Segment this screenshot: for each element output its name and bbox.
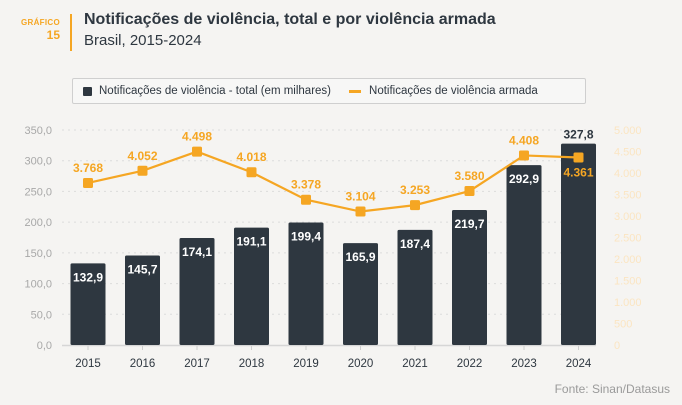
- right-axis-tick-label: 4.000: [614, 168, 642, 180]
- bar-value-label: 174,1: [182, 245, 212, 259]
- bar-value-label: 191,1: [236, 235, 266, 249]
- x-axis-tick-label: 2024: [566, 358, 592, 370]
- left-axis-tick-label: 350,0: [24, 125, 52, 137]
- line-series-armed: [87, 150, 579, 213]
- bar-2019: [288, 222, 324, 345]
- left-axis-tick-label: 300,0: [24, 156, 52, 168]
- chart-header: GRÁFICO 15 Notificações de violência, to…: [0, 0, 682, 60]
- right-axis-tick-label: 2.500: [614, 233, 642, 245]
- bar-value-label: 327,8: [563, 128, 593, 142]
- line-value-label: 4.408: [509, 133, 539, 147]
- legend-line-swatch-icon: [349, 89, 362, 93]
- line-marker-2019: [301, 194, 311, 205]
- left-axis-tick-label: 0,0: [37, 340, 52, 352]
- right-axis-tick-label: 3.000: [614, 211, 642, 223]
- line-marker-2020: [355, 206, 366, 217]
- bar-2022: [452, 210, 487, 345]
- line-value-label: 4.361: [563, 165, 593, 179]
- figure-number: 15: [46, 28, 60, 42]
- left-axis-tick-label: 50,0: [31, 309, 52, 321]
- header-divider: [70, 14, 72, 51]
- bar-2021: [397, 229, 433, 345]
- line-value-label: 3.580: [454, 169, 484, 183]
- x-axis-tick-label: 2016: [130, 358, 156, 370]
- line-value-label: 3.253: [400, 183, 430, 197]
- bar-value-label: 199,4: [291, 230, 321, 244]
- x-axis-tick-label: 2020: [348, 358, 374, 370]
- x-axis-tick-label: 2018: [239, 358, 265, 370]
- line-value-label: 4.498: [182, 130, 212, 144]
- x-axis-tick-label: 2023: [511, 358, 537, 370]
- legend-item-total: Notificações de violência - total (em mi…: [83, 85, 331, 97]
- bar-2018: [234, 227, 269, 345]
- line-value-label: 4.018: [236, 150, 266, 164]
- right-axis-tick-label: 3.500: [614, 190, 642, 202]
- line-marker-2023: [519, 150, 529, 161]
- chart-subtitle: Brasil, 2015-2024: [84, 32, 202, 49]
- bar-value-label: 187,4: [400, 237, 430, 251]
- chart-title: Notificações de violência, total e por v…: [84, 11, 496, 28]
- figure-label: GRÁFICO 15: [10, 18, 60, 42]
- bar-value-label: 165,9: [345, 250, 375, 264]
- x-axis-tick-label: 2015: [75, 358, 101, 370]
- line-marker-2016: [137, 165, 148, 176]
- right-axis-tick-label: 1.500: [614, 276, 642, 288]
- line-value-label: 4.052: [127, 149, 157, 163]
- left-axis-tick-label: 250,0: [24, 186, 52, 198]
- bar-2016: [125, 255, 160, 345]
- legend-item-armed: Notificações de violência armada: [349, 85, 538, 97]
- line-marker-2015: [83, 177, 93, 188]
- right-axis-tick-label: 0: [614, 340, 620, 352]
- bar-2017: [179, 238, 215, 345]
- x-axis-tick-label: 2022: [457, 358, 483, 370]
- bar-2023: [506, 165, 542, 345]
- line-marker-2018: [246, 167, 257, 178]
- x-axis-tick-label: 2021: [402, 358, 428, 370]
- line-marker-2021: [410, 200, 420, 211]
- x-axis-tick-label: 2017: [184, 358, 210, 370]
- source-note: Fonte: Sinan/Datasus: [554, 382, 670, 396]
- x-axis-tick-label: 2019: [293, 358, 319, 370]
- legend-label-total: Notificações de violência - total (em mi…: [99, 85, 332, 97]
- bar-2015: [70, 263, 106, 345]
- line-value-label: 3.768: [73, 161, 103, 175]
- bar-2020: [343, 243, 378, 345]
- right-axis-tick-label: 500: [614, 319, 632, 331]
- chart-legend: Notificações de violência - total (em mi…: [72, 78, 586, 104]
- line-marker-2022: [464, 186, 475, 197]
- right-axis-tick-label: 2.000: [614, 254, 642, 266]
- bar-2024: [561, 143, 596, 345]
- bar-value-label: 292,9: [509, 172, 539, 186]
- right-axis-tick-label: 4.500: [614, 147, 642, 159]
- left-axis-tick-label: 200,0: [24, 217, 52, 229]
- line-marker-2024: [573, 152, 584, 163]
- line-marker-2017: [192, 146, 202, 157]
- bar-value-label: 145,7: [127, 262, 157, 276]
- bar-value-label: 219,7: [454, 217, 484, 231]
- legend-label-armed: Notificações de violência armada: [369, 85, 538, 97]
- right-axis-tick-label: 5.000: [614, 125, 642, 137]
- line-value-label: 3.104: [345, 190, 375, 204]
- left-axis-tick-label: 100,0: [24, 279, 52, 291]
- figure-word: GRÁFICO: [21, 18, 60, 27]
- legend-bar-swatch-icon: [83, 86, 92, 96]
- left-axis-tick-label: 150,0: [24, 248, 52, 260]
- line-value-label: 3.378: [291, 178, 321, 192]
- bar-value-label: 132,9: [73, 270, 103, 284]
- right-axis-tick-label: 1.000: [614, 297, 642, 309]
